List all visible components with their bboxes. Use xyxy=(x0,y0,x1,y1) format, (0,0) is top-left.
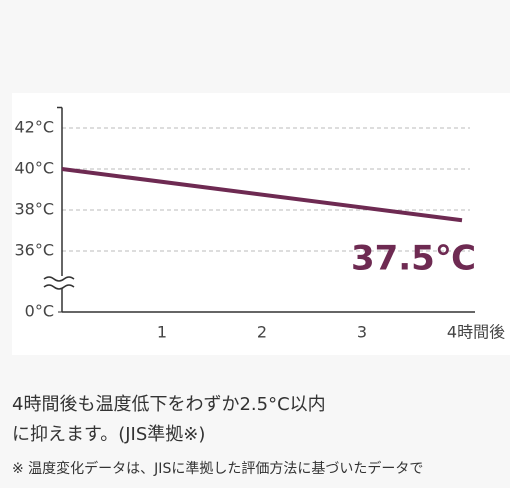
axis-break xyxy=(43,276,75,290)
chart-panel xyxy=(12,93,510,355)
y-tick-label: 0°C xyxy=(25,302,54,321)
y-tick-label: 36°C xyxy=(14,241,54,260)
body-text: 4時間後も温度低下をわずか2.5°C以内 xyxy=(12,394,326,415)
x-tick-label: 2 xyxy=(257,323,267,342)
y-tick-label: 40°C xyxy=(14,159,54,178)
data-line xyxy=(61,167,463,223)
x-tick-label: 1 xyxy=(157,323,167,342)
note-text: ※ 温度変化データは、JISに準拠した評価方法に基づいたデータで xyxy=(12,461,424,477)
y-tick-label: 38°C xyxy=(14,200,54,219)
x-tick-label: 4時間後 xyxy=(447,323,505,342)
body-text: に抑えます。(JIS準拠※) xyxy=(12,424,206,445)
annotation: 37.5℃ xyxy=(351,239,476,279)
y-tick-label: 42°C xyxy=(14,118,54,137)
x-tick-label: 3 xyxy=(357,323,367,342)
